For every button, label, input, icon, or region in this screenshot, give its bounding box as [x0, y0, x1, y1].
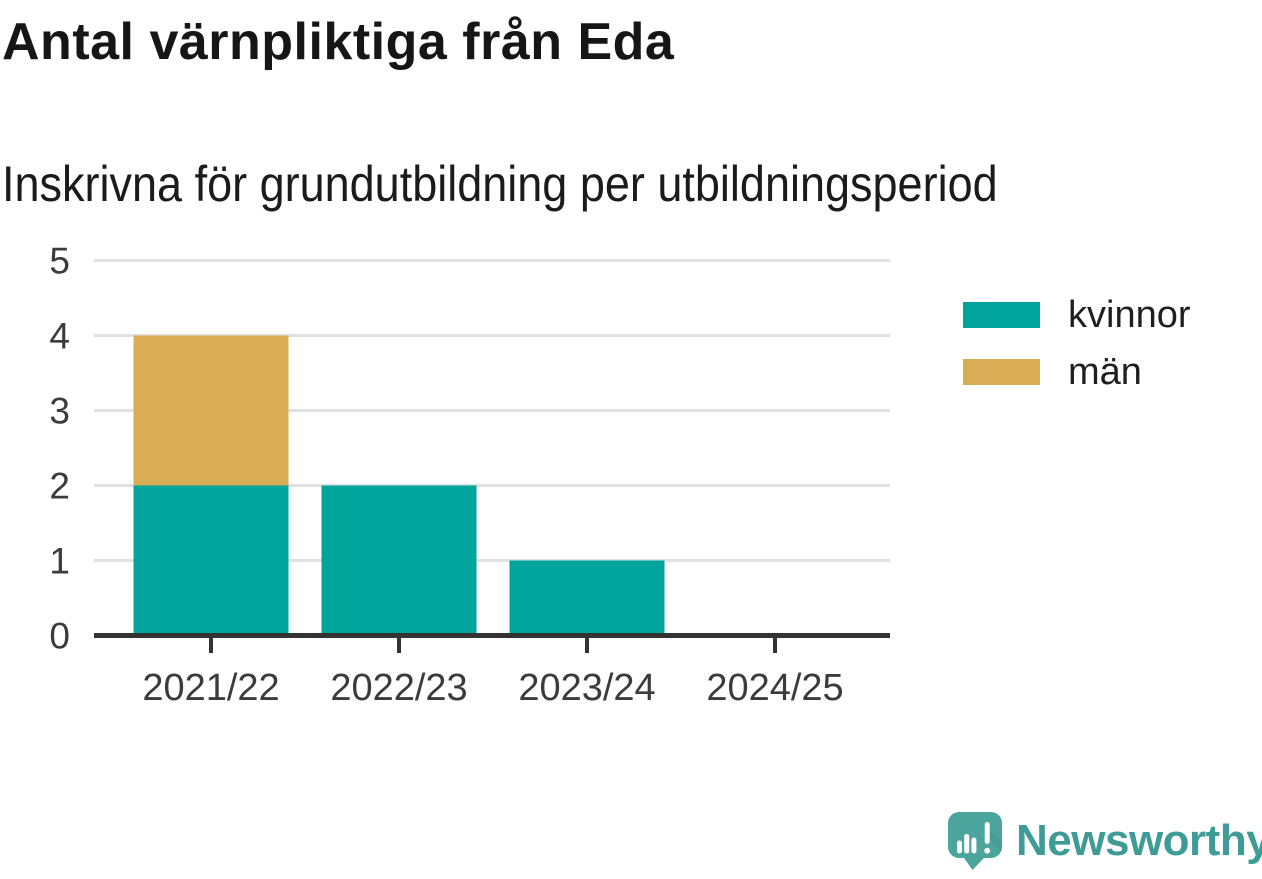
newsworthy-logo-icon — [948, 812, 1002, 870]
x-tick-label: 2021/22 — [142, 667, 279, 709]
brand-name: Newsworthy — [1016, 816, 1262, 865]
chart-subtitle: Inskrivna för grundutbildning per utbild… — [2, 156, 998, 212]
x-tick-label: 2023/24 — [518, 667, 655, 709]
brand-footer: Newsworthy — [948, 812, 1262, 870]
y-tick-label: 5 — [49, 241, 70, 282]
chart-subtitle-wrap: Inskrivna för grundutbildning per utbild… — [2, 155, 1108, 213]
legend-label-man: män — [1068, 351, 1142, 393]
y-tick-label: 1 — [49, 541, 70, 582]
legend: kvinnor män — [963, 294, 1191, 393]
logo-bars-and-exclamation — [957, 822, 991, 854]
chart-title: Antal värnpliktiga från Eda — [2, 13, 675, 71]
y-tick-label: 2 — [49, 466, 70, 507]
legend-item-man: män — [963, 351, 1191, 393]
legend-swatch-kvinnor — [963, 302, 1040, 328]
y-tick-label: 4 — [49, 316, 70, 357]
legend-item-kvinnor: kvinnor — [963, 294, 1191, 336]
legend-label-kvinnor: kvinnor — [1068, 294, 1191, 336]
legend-swatch-man — [963, 359, 1040, 385]
y-tick-label: 0 — [49, 616, 70, 657]
x-tick-label: 2022/23 — [330, 667, 467, 709]
x-tick-label: 2024/25 — [706, 667, 843, 709]
y-tick-label: 3 — [49, 391, 70, 432]
